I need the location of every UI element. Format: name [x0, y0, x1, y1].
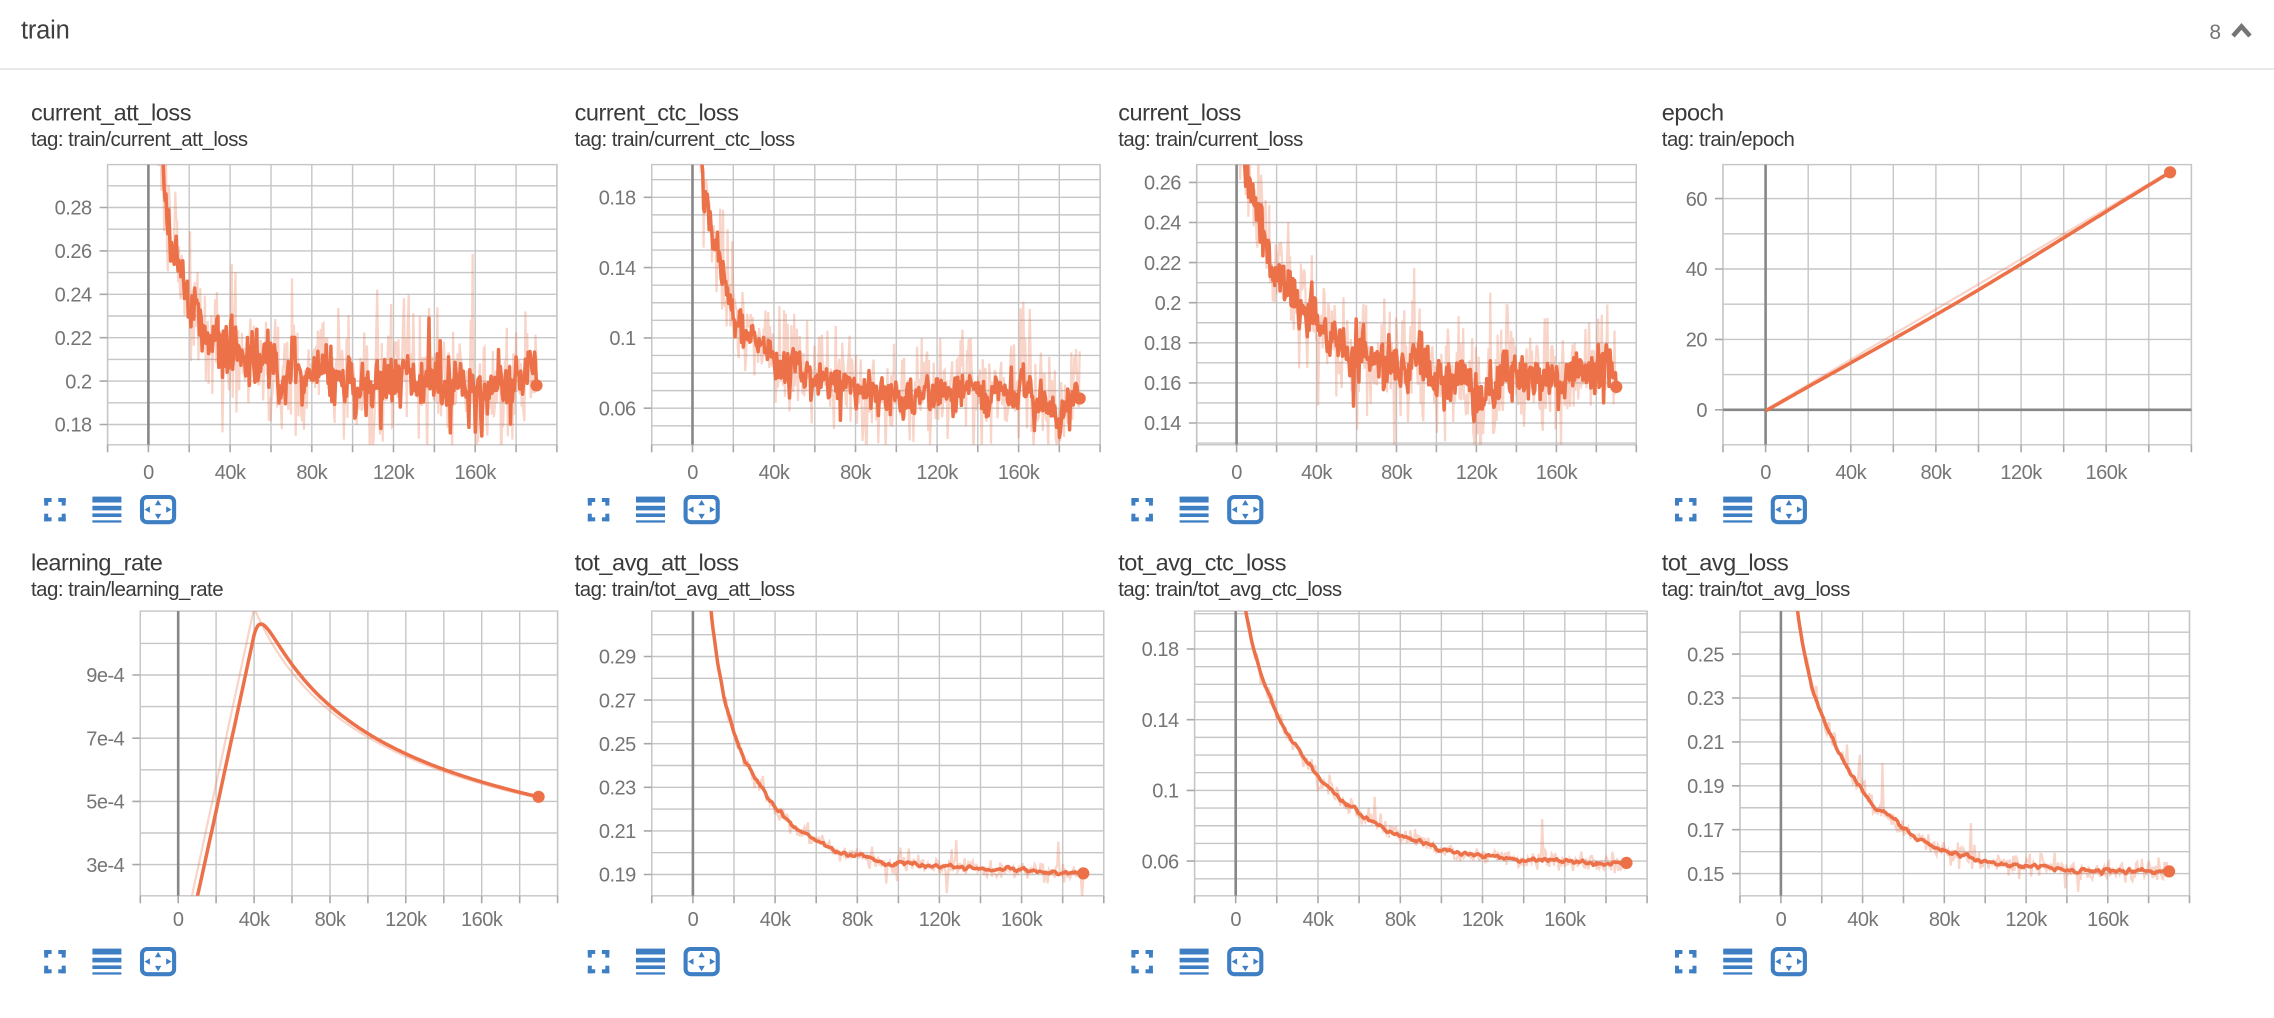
svg-text:tag: train/current_loss: tag: train/current_loss: [1118, 129, 1303, 151]
svg-text:epoch: epoch: [1662, 100, 1724, 126]
svg-text:80k: 80k: [1929, 909, 1961, 931]
svg-text:80k: 80k: [1921, 462, 1953, 484]
svg-text:0: 0: [1760, 462, 1771, 484]
svg-text:120k: 120k: [2005, 909, 2048, 931]
svg-text:0.22: 0.22: [1144, 253, 1181, 275]
svg-text:80k: 80k: [1385, 909, 1417, 931]
svg-text:0.23: 0.23: [599, 778, 636, 800]
svg-text:0.14: 0.14: [1142, 710, 1179, 732]
svg-text:120k: 120k: [385, 909, 428, 931]
svg-text:0: 0: [1231, 462, 1242, 484]
svg-text:0.24: 0.24: [55, 285, 92, 307]
svg-text:tag: train/epoch: tag: train/epoch: [1662, 129, 1795, 151]
svg-text:40k: 40k: [1847, 909, 1879, 931]
svg-text:0.18: 0.18: [1142, 639, 1179, 661]
svg-text:current_ctc_loss: current_ctc_loss: [575, 100, 739, 126]
svg-text:0: 0: [173, 909, 184, 931]
svg-text:tag: train/current_ctc_loss: tag: train/current_ctc_loss: [575, 129, 795, 151]
svg-text:120k: 120k: [373, 462, 416, 484]
svg-text:0.29: 0.29: [599, 647, 636, 669]
svg-text:0.14: 0.14: [1144, 413, 1181, 435]
svg-text:0.26: 0.26: [1144, 173, 1181, 195]
svg-text:120k: 120k: [1462, 909, 1505, 931]
svg-text:40k: 40k: [239, 909, 271, 931]
svg-text:0.19: 0.19: [1687, 776, 1724, 798]
svg-text:160k: 160k: [2087, 909, 2130, 931]
svg-text:20: 20: [1686, 330, 1708, 352]
svg-text:80k: 80k: [1381, 462, 1413, 484]
svg-text:7e-4: 7e-4: [86, 728, 124, 750]
svg-text:tag: train/learning_rate: tag: train/learning_rate: [31, 579, 223, 601]
svg-text:0.23: 0.23: [1687, 688, 1724, 710]
svg-text:0.21: 0.21: [1687, 732, 1724, 754]
svg-text:0.27: 0.27: [599, 690, 636, 712]
svg-text:0.2: 0.2: [1155, 293, 1182, 315]
svg-text:train: train: [21, 17, 70, 45]
svg-text:40k: 40k: [215, 462, 247, 484]
svg-text:120k: 120k: [919, 909, 962, 931]
svg-text:0.21: 0.21: [599, 821, 636, 843]
svg-text:40k: 40k: [1303, 909, 1335, 931]
svg-text:8: 8: [2209, 21, 2221, 44]
svg-text:0: 0: [1696, 400, 1707, 422]
svg-text:0.26: 0.26: [55, 241, 92, 263]
svg-text:tot_avg_loss: tot_avg_loss: [1662, 550, 1789, 576]
svg-text:0.25: 0.25: [599, 734, 636, 756]
svg-text:0.28: 0.28: [55, 198, 92, 220]
svg-text:120k: 120k: [916, 462, 959, 484]
svg-text:0.1: 0.1: [609, 328, 636, 350]
svg-text:0: 0: [1230, 909, 1241, 931]
svg-text:0.15: 0.15: [1687, 864, 1724, 886]
svg-text:80k: 80k: [296, 462, 328, 484]
svg-text:40k: 40k: [760, 909, 792, 931]
svg-text:80k: 80k: [842, 909, 874, 931]
svg-text:0: 0: [143, 462, 154, 484]
svg-text:120k: 120k: [1456, 462, 1499, 484]
svg-text:9e-4: 9e-4: [86, 665, 124, 687]
svg-text:0: 0: [1776, 909, 1787, 931]
svg-text:120k: 120k: [2000, 462, 2043, 484]
svg-text:0.19: 0.19: [599, 865, 636, 887]
svg-text:3e-4: 3e-4: [86, 855, 124, 877]
svg-text:0.16: 0.16: [1144, 373, 1181, 395]
svg-text:40k: 40k: [759, 462, 791, 484]
svg-text:160k: 160k: [455, 462, 498, 484]
svg-text:60: 60: [1686, 189, 1708, 211]
svg-text:current_att_loss: current_att_loss: [31, 100, 191, 126]
svg-text:tot_avg_ctc_loss: tot_avg_ctc_loss: [1118, 550, 1286, 576]
svg-text:current_loss: current_loss: [1118, 100, 1241, 126]
svg-text:0.1: 0.1: [1152, 781, 1179, 803]
svg-text:0.14: 0.14: [599, 258, 636, 280]
svg-text:160k: 160k: [2086, 462, 2129, 484]
svg-text:40: 40: [1686, 259, 1708, 281]
svg-text:160k: 160k: [998, 462, 1041, 484]
svg-text:160k: 160k: [1544, 909, 1587, 931]
svg-text:learning_rate: learning_rate: [31, 550, 163, 576]
svg-text:0.2: 0.2: [65, 371, 92, 393]
svg-text:0.18: 0.18: [1144, 333, 1181, 355]
svg-text:160k: 160k: [1536, 462, 1579, 484]
svg-text:40k: 40k: [1835, 462, 1867, 484]
svg-text:0.18: 0.18: [599, 188, 636, 210]
svg-text:0.06: 0.06: [1142, 851, 1179, 873]
svg-text:tag: train/tot_avg_att_loss: tag: train/tot_avg_att_loss: [575, 579, 795, 601]
svg-text:tag: train/current_att_loss: tag: train/current_att_loss: [31, 129, 248, 151]
svg-text:40k: 40k: [1301, 462, 1333, 484]
svg-text:0: 0: [688, 909, 699, 931]
svg-text:0.18: 0.18: [55, 415, 92, 437]
svg-text:0.17: 0.17: [1687, 820, 1724, 842]
svg-text:0.24: 0.24: [1144, 213, 1181, 235]
svg-text:160k: 160k: [1001, 909, 1044, 931]
svg-text:160k: 160k: [461, 909, 504, 931]
svg-text:0.06: 0.06: [599, 398, 636, 420]
svg-text:80k: 80k: [315, 909, 347, 931]
svg-text:80k: 80k: [840, 462, 872, 484]
svg-text:tot_avg_att_loss: tot_avg_att_loss: [575, 550, 739, 576]
svg-text:0.22: 0.22: [55, 328, 92, 350]
svg-text:0.25: 0.25: [1687, 644, 1724, 666]
svg-text:tag: train/tot_avg_loss: tag: train/tot_avg_loss: [1662, 579, 1850, 601]
svg-text:5e-4: 5e-4: [86, 792, 124, 814]
svg-text:0: 0: [687, 462, 698, 484]
svg-text:tag: train/tot_avg_ctc_loss: tag: train/tot_avg_ctc_loss: [1118, 579, 1342, 601]
